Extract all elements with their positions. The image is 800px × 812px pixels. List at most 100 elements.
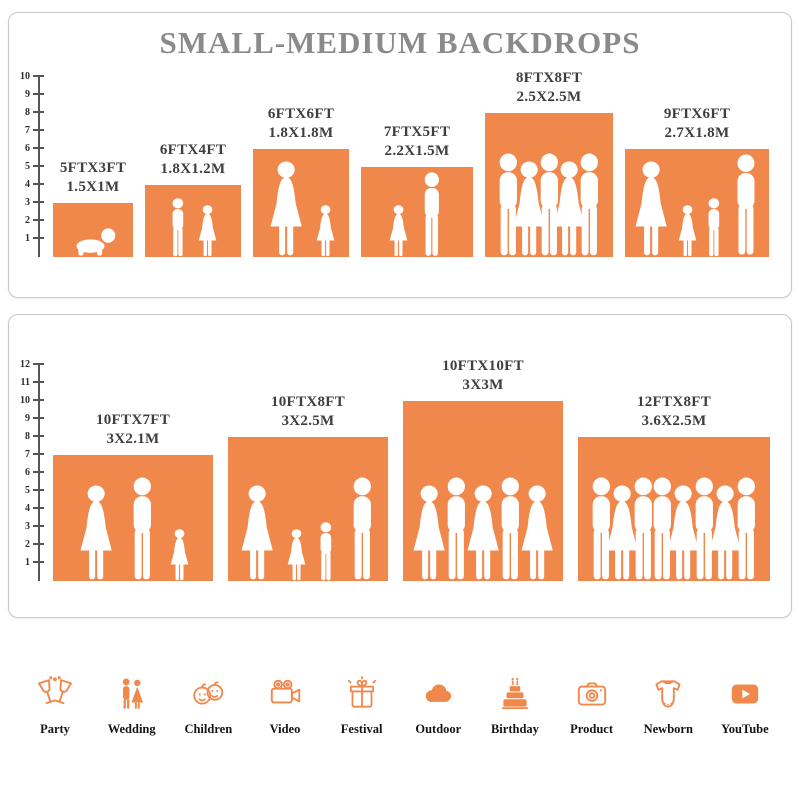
category-label: Party xyxy=(40,722,70,736)
ruler-tick-label: 8 xyxy=(25,107,30,118)
size-feet-label: 5FTX3FT xyxy=(59,159,127,176)
woman-silhouette xyxy=(600,485,644,581)
boy-silhouette xyxy=(702,197,726,257)
category-label: Product xyxy=(570,722,613,736)
ruler-tick xyxy=(33,165,44,167)
ruler-tick xyxy=(33,129,44,131)
large-sizes-panel: 1 2 3 4 5 6 7 8 9 10 11 12 10FTX7FT 3X2.1M 10FTX8FT 3X… xyxy=(8,314,792,618)
man-silhouette xyxy=(489,153,528,257)
ruler-tick-label: 2 xyxy=(25,215,30,226)
wedding-icon xyxy=(113,672,151,716)
page-title: SMALL-MEDIUM BACKDROPS xyxy=(159,25,641,60)
man-silhouette xyxy=(530,153,569,257)
category-birthday: Birthday xyxy=(482,672,548,737)
backdrop-size-label: 6FTX6FT 1.8X1.8M xyxy=(268,105,334,143)
backdrop-column: 9FTX6FT 2.7X1.8M xyxy=(625,105,769,257)
size-feet-label: 10FTX8FT xyxy=(270,393,346,410)
chart-bottom: 10FTX7FT 3X2.1M 10FTX8FT 3X2.5M 10FTX10FT 3X3… xyxy=(53,357,783,581)
small-medium-panel: SMALL-MEDIUM BACKDROPS 1 2 3 4 5 6 7 8 9 10 5FTX3… xyxy=(8,12,792,298)
ruler-tick-label: 10 xyxy=(20,71,30,82)
backdrop-size-label: 10FTX7FT 3X2.1M xyxy=(96,411,170,449)
people-silhouettes xyxy=(361,171,473,258)
backdrop-bar xyxy=(485,113,613,257)
woman-silhouette xyxy=(547,161,591,257)
children-icon xyxy=(189,672,227,716)
woman-silhouette xyxy=(629,161,673,257)
boy-silhouette xyxy=(166,197,190,257)
ruler-tick xyxy=(33,471,44,473)
category-label: Wedding xyxy=(107,722,156,736)
girl-silhouette xyxy=(386,205,411,257)
category-label: Outdoor xyxy=(415,722,462,736)
backdrop-bar xyxy=(228,437,388,581)
size-meters-label: 3X3M xyxy=(462,376,504,393)
ruler-tick-label: 9 xyxy=(25,413,30,424)
product-icon xyxy=(573,672,611,716)
backdrop-column: 10FTX7FT 3X2.1M xyxy=(53,411,213,581)
ruler-top: 1 2 3 4 5 6 7 8 9 10 xyxy=(14,72,46,257)
size-feet-label: 9FTX6FT xyxy=(663,105,731,122)
size-meters-label: 3.6X2.5M xyxy=(641,412,707,429)
size-feet-label: 8FTX8FT xyxy=(515,69,583,86)
backdrop-bar xyxy=(53,455,213,581)
ruler-tick xyxy=(33,543,44,545)
size-feet-label: 7FTX5FT xyxy=(383,123,451,140)
ruler-axis xyxy=(38,365,40,581)
backdrop-column: 10FTX8FT 3X2.5M xyxy=(228,393,388,581)
ruler-tick xyxy=(33,399,44,401)
backdrop-column: 10FTX10FT 3X3M xyxy=(403,357,563,581)
backdrop-bar xyxy=(361,167,473,257)
category-video: Video xyxy=(252,672,318,737)
backdrop-size-label: 12FTX8FT 3.6X2.5M xyxy=(637,393,711,431)
category-label: YouTube xyxy=(721,722,769,736)
backdrop-size-label: 10FTX10FT 3X3M xyxy=(442,357,524,395)
backdrop-size-label: 6FTX4FT 1.8X1.2M xyxy=(160,141,226,179)
size-meters-label: 3X2.5M xyxy=(281,412,335,429)
ruler-tick-label: 4 xyxy=(25,503,30,514)
outdoor-icon xyxy=(419,672,457,716)
boy-silhouette xyxy=(314,521,338,581)
ruler-tick-label: 11 xyxy=(20,377,30,388)
ruler-tick xyxy=(33,183,44,185)
man-silhouette xyxy=(727,154,765,257)
size-meters-label: 2.2X1.5M xyxy=(384,142,450,159)
man-silhouette xyxy=(624,477,663,581)
ruler-tick xyxy=(33,147,44,149)
backdrop-bar xyxy=(53,203,133,257)
ruler-tick xyxy=(33,201,44,203)
woman-silhouette xyxy=(703,485,747,581)
girl-silhouette xyxy=(313,205,338,257)
man-silhouette xyxy=(343,477,382,581)
size-meters-label: 1.8X1.2M xyxy=(160,160,226,177)
ruler-tick-label: 7 xyxy=(25,125,30,136)
ruler-bottom: 1 2 3 4 5 6 7 8 9 10 11 12 xyxy=(14,360,46,581)
category-party: Party xyxy=(22,672,88,737)
category-youtube: YouTube xyxy=(712,672,778,737)
girl-silhouette xyxy=(195,205,220,257)
backdrop-bar xyxy=(625,149,769,257)
man-silhouette xyxy=(727,477,766,581)
backdrop-bar xyxy=(403,401,563,581)
ruler-tick xyxy=(33,417,44,419)
ruler-tick xyxy=(33,525,44,527)
size-meters-label: 1.5X1M xyxy=(66,178,120,195)
girl-silhouette xyxy=(284,529,309,581)
ruler-tick-label: 8 xyxy=(25,431,30,442)
woman-silhouette xyxy=(461,485,505,581)
man-silhouette xyxy=(416,171,448,258)
ruler-tick xyxy=(33,75,44,77)
backdrop-size-label: 9FTX6FT 2.7X1.8M xyxy=(664,105,730,143)
man-silhouette xyxy=(123,477,162,581)
backdrop-column: 6FTX6FT 1.8X1.8M xyxy=(253,105,349,257)
people-silhouettes xyxy=(53,477,213,581)
people-silhouettes xyxy=(253,161,349,257)
ruler-tick-label: 4 xyxy=(25,179,30,190)
ruler-tick xyxy=(33,561,44,563)
category-festival: Festival xyxy=(329,672,395,737)
backdrop-column: 12FTX8FT 3.6X2.5M xyxy=(578,393,770,581)
size-meters-label: 2.7X1.8M xyxy=(664,124,730,141)
ruler-tick xyxy=(33,507,44,509)
ruler-tick-label: 10 xyxy=(20,395,30,406)
birthday-icon xyxy=(496,672,534,716)
backdrop-column: 5FTX3FT 1.5X1M xyxy=(53,159,133,257)
